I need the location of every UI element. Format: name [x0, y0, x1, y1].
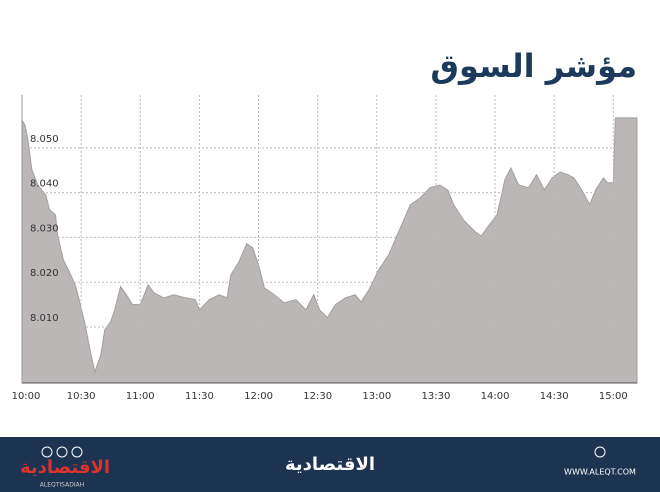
x-tick-label: 14:00 — [481, 391, 510, 402]
icon — [56, 446, 68, 458]
footer-bar — [0, 437, 660, 492]
x-tick-label: 14:30 — [540, 391, 569, 402]
y-tick-label: 8.050 — [30, 134, 59, 145]
icon — [594, 446, 606, 458]
area — [21, 117, 638, 384]
icon — [41, 446, 53, 458]
website: WWW.ALEQT.COM — [564, 468, 636, 477]
logo-center: الاقتصادية — [285, 454, 375, 475]
plot: 8.010 8.020 8.030 8.040 8.050 10:00 10:30 11:00… — [12, 95, 638, 402]
chart-title: مؤشر السوق — [430, 47, 637, 85]
y-tick-label: 8.030 — [30, 223, 59, 234]
logo-left-sub: ALEQTISADIAH — [40, 482, 84, 489]
y-tick-label: 8.040 — [30, 179, 59, 190]
x-tick-label: 10:00 — [12, 391, 41, 402]
icon — [71, 446, 83, 458]
x-tick-label: 10:30 — [67, 391, 96, 402]
x-tick-label: 12:00 — [244, 391, 273, 402]
y-tick-label: 8.020 — [30, 268, 59, 279]
x-tick-label: 13:30 — [422, 391, 451, 402]
x-tick-label: 15:00 — [599, 391, 628, 402]
y-tick-label: 8.010 — [30, 313, 59, 324]
x-tick-label: 13:00 — [362, 391, 391, 402]
logo-left: الاقتصادية — [20, 457, 110, 478]
x-tick-label: 11:00 — [126, 391, 155, 402]
x-tick-label: 11:30 — [185, 391, 214, 402]
x-tick-label: 12:30 — [303, 391, 332, 402]
